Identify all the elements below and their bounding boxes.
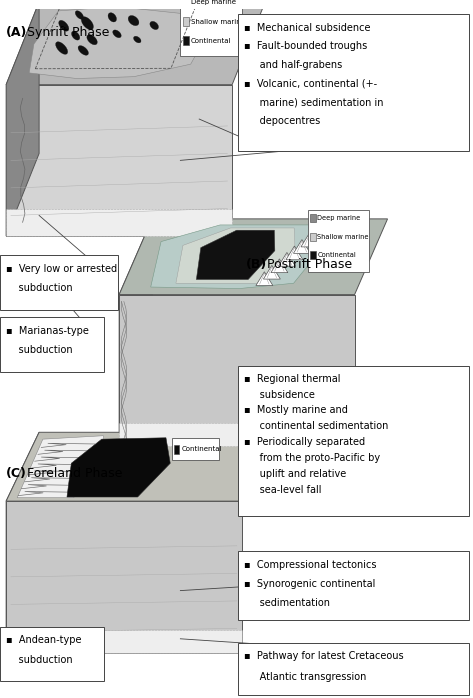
Polygon shape bbox=[6, 630, 242, 653]
FancyBboxPatch shape bbox=[172, 438, 219, 460]
Polygon shape bbox=[119, 295, 355, 446]
Text: uplift and relative: uplift and relative bbox=[244, 469, 346, 479]
Text: marine) sedimentation in: marine) sedimentation in bbox=[244, 97, 384, 107]
Bar bbox=[183, 36, 189, 45]
Polygon shape bbox=[29, 6, 207, 78]
FancyBboxPatch shape bbox=[238, 366, 469, 517]
FancyBboxPatch shape bbox=[180, 0, 242, 56]
Text: Deep marine: Deep marine bbox=[191, 0, 236, 5]
Text: subduction: subduction bbox=[6, 283, 73, 293]
Text: Continental: Continental bbox=[181, 446, 222, 452]
Polygon shape bbox=[6, 84, 232, 236]
Text: Continental: Continental bbox=[317, 253, 356, 258]
Polygon shape bbox=[71, 31, 80, 40]
Text: Atlantic transgression: Atlantic transgression bbox=[244, 672, 366, 682]
Polygon shape bbox=[133, 36, 141, 43]
FancyBboxPatch shape bbox=[0, 255, 118, 310]
Text: sedimentation: sedimentation bbox=[244, 598, 330, 608]
Polygon shape bbox=[119, 423, 355, 446]
Text: ▪  Mostly marine and: ▪ Mostly marine and bbox=[244, 406, 348, 415]
Polygon shape bbox=[151, 225, 324, 288]
Polygon shape bbox=[75, 10, 83, 20]
Text: Foreland Phase: Foreland Phase bbox=[23, 467, 123, 480]
Polygon shape bbox=[293, 239, 310, 253]
Text: Continental: Continental bbox=[191, 38, 231, 44]
Bar bbox=[310, 214, 316, 223]
Text: Deep marine: Deep marine bbox=[317, 215, 360, 221]
Polygon shape bbox=[113, 30, 121, 38]
Text: continental sedimentation: continental sedimentation bbox=[244, 422, 388, 431]
Polygon shape bbox=[6, 2, 39, 236]
Text: sea-level fall: sea-level fall bbox=[244, 484, 322, 495]
Text: ▪  Regional thermal: ▪ Regional thermal bbox=[244, 373, 341, 384]
Bar bbox=[183, 17, 189, 26]
Polygon shape bbox=[316, 221, 333, 234]
Text: (B): (B) bbox=[246, 258, 268, 271]
Polygon shape bbox=[6, 501, 242, 653]
Polygon shape bbox=[6, 209, 232, 236]
FancyBboxPatch shape bbox=[308, 210, 369, 272]
Polygon shape bbox=[271, 259, 288, 273]
Polygon shape bbox=[6, 432, 274, 501]
Text: (C): (C) bbox=[6, 467, 27, 480]
Text: and half-grabens: and half-grabens bbox=[244, 60, 342, 70]
Polygon shape bbox=[17, 436, 105, 498]
Text: ▪  Pathway for latest Cretaceous: ▪ Pathway for latest Cretaceous bbox=[244, 651, 403, 661]
Text: subduction: subduction bbox=[6, 655, 73, 664]
Polygon shape bbox=[128, 15, 139, 26]
Polygon shape bbox=[67, 438, 170, 497]
Text: ▪  Volcanic, continental (+-: ▪ Volcanic, continental (+- bbox=[244, 78, 377, 89]
Text: ▪  Very low or arrested: ▪ Very low or arrested bbox=[6, 264, 117, 274]
Polygon shape bbox=[301, 233, 318, 247]
Polygon shape bbox=[81, 17, 94, 30]
Text: ▪  Fault-bounded troughs: ▪ Fault-bounded troughs bbox=[244, 41, 367, 51]
Text: depocentres: depocentres bbox=[244, 116, 320, 126]
Text: Postrift Phase: Postrift Phase bbox=[263, 258, 352, 271]
Polygon shape bbox=[78, 45, 88, 55]
Polygon shape bbox=[150, 22, 158, 29]
Polygon shape bbox=[6, 432, 39, 653]
Text: ▪  Periodically separated: ▪ Periodically separated bbox=[244, 437, 365, 447]
Text: from the proto-Pacific by: from the proto-Pacific by bbox=[244, 453, 380, 463]
Polygon shape bbox=[308, 227, 325, 240]
Polygon shape bbox=[108, 13, 116, 22]
Text: ▪  Andean-type: ▪ Andean-type bbox=[6, 635, 82, 646]
Text: Shallow marine: Shallow marine bbox=[317, 234, 369, 240]
Text: subduction: subduction bbox=[6, 345, 73, 355]
Bar bbox=[310, 251, 316, 260]
Polygon shape bbox=[87, 35, 97, 45]
FancyBboxPatch shape bbox=[238, 15, 469, 151]
Text: ▪  Synorogenic continental: ▪ Synorogenic continental bbox=[244, 579, 375, 589]
Polygon shape bbox=[119, 219, 387, 295]
Polygon shape bbox=[176, 228, 295, 283]
Polygon shape bbox=[6, 2, 265, 84]
Bar bbox=[174, 445, 179, 454]
Bar bbox=[310, 232, 316, 241]
Text: subsidence: subsidence bbox=[244, 389, 315, 399]
Text: (A): (A) bbox=[6, 26, 27, 39]
Polygon shape bbox=[256, 272, 273, 285]
Text: ▪  Mechanical subsidence: ▪ Mechanical subsidence bbox=[244, 23, 370, 33]
Text: Synrift Phase: Synrift Phase bbox=[23, 26, 109, 39]
Bar bbox=[183, 0, 189, 6]
Polygon shape bbox=[279, 253, 295, 266]
Text: ▪  Marianas-type: ▪ Marianas-type bbox=[6, 325, 89, 336]
Polygon shape bbox=[119, 219, 152, 446]
FancyBboxPatch shape bbox=[0, 627, 104, 681]
Text: ▪  Compressional tectonics: ▪ Compressional tectonics bbox=[244, 560, 377, 570]
Polygon shape bbox=[196, 230, 275, 279]
Polygon shape bbox=[263, 265, 280, 279]
Polygon shape bbox=[286, 246, 303, 260]
Polygon shape bbox=[56, 42, 68, 54]
Text: Shallow marine: Shallow marine bbox=[191, 19, 245, 24]
Polygon shape bbox=[59, 20, 69, 31]
FancyBboxPatch shape bbox=[238, 643, 469, 695]
FancyBboxPatch shape bbox=[0, 318, 104, 372]
FancyBboxPatch shape bbox=[238, 551, 469, 620]
